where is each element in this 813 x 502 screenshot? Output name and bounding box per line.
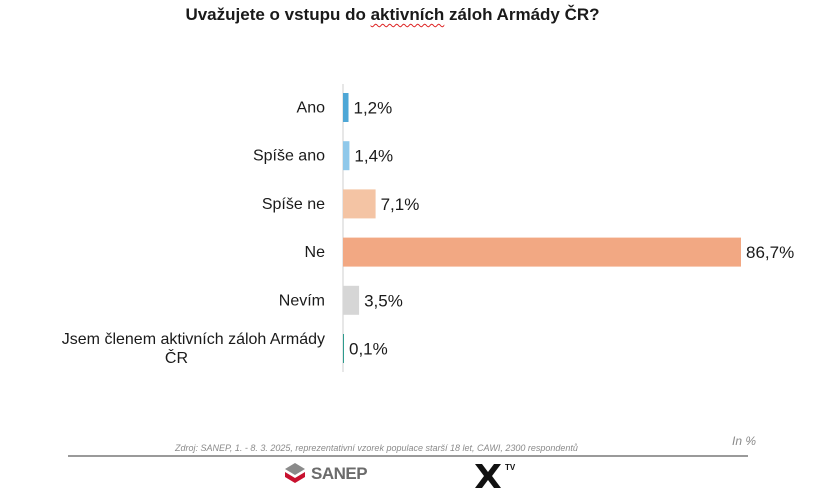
category-label-0: Ano [297, 100, 326, 117]
title-part-before: Uvažujete o vstupu do [185, 5, 371, 24]
data-label-1: 1,4% [354, 147, 393, 166]
data-label-4: 3,5% [364, 291, 403, 310]
bar-1 [343, 141, 350, 171]
category-label-1: Spíše ano [253, 148, 325, 165]
data-label-0: 1,2% [354, 99, 393, 118]
data-label-2: 7,1% [381, 195, 420, 214]
sanep-logo-text: SANEP [311, 464, 368, 483]
chart-title: Uvažujete o vstupu do aktivních záloh Ar… [0, 5, 785, 25]
data-label-5: 0,1% [349, 340, 388, 359]
bar-5 [343, 334, 344, 363]
title-part-after: záloh Armády ČR? [444, 5, 600, 24]
sanep-mark-icon [285, 463, 305, 483]
category-label-3: Ne [305, 244, 326, 261]
bar-chart: Ano 1,2% Spíše ano 1,4% Spíše ne 7,1% Ne 86,7% N… [62, 84, 794, 372]
category-label-2: Spíše ne [262, 196, 325, 213]
bar-2 [343, 189, 376, 219]
sanep-logo: SANEP [282, 461, 368, 487]
bar-0 [343, 93, 349, 122]
source-note: Zdroj: SANEP, 1. - 8. 3. 2025, reprezent… [175, 443, 578, 453]
footer-divider [68, 455, 748, 457]
xtv-logo-icon [475, 464, 501, 488]
bar-4 [343, 285, 360, 315]
data-label-3: 86,7% [746, 243, 794, 262]
category-label-4: Nevím [279, 292, 325, 309]
bar-3 [343, 237, 741, 267]
unit-note: In % [732, 434, 757, 448]
category-label-5: Jsem členem aktivních záloh Armády ČR [62, 331, 325, 367]
title-part-highlight: aktivních [370, 5, 445, 24]
xtv-logo-superscript: TV [505, 463, 516, 472]
